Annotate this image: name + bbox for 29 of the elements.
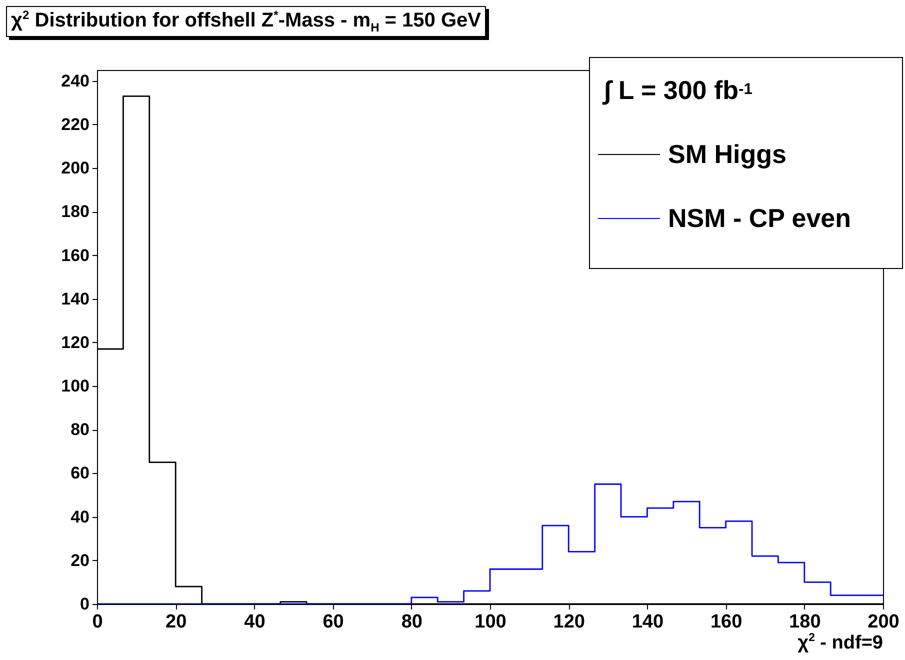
y-tick-label: 100 — [61, 376, 90, 396]
y-tick-label: 140 — [61, 289, 90, 308]
x-axis-title: χ$^{2}$ - ndf=9 — [798, 632, 883, 654]
x-tick-label: 100 — [474, 612, 506, 632]
y-tick-label: 80 — [70, 420, 90, 440]
y-tick-label: 160 — [61, 246, 90, 265]
y-tick-label: 180 — [61, 202, 90, 222]
x-tick-label: 140 — [632, 612, 664, 632]
x-tick-label: 80 — [401, 612, 422, 632]
x-tick-label: 180 — [789, 612, 821, 632]
legend-label: NSM - CP even — [667, 202, 852, 234]
chart-title: χ$^{2}$ Distribution for offshell Z$^{*}$-Mass - m$_{H}$ = 150 GeV — [6, 6, 486, 37]
x-tick-label: 0 — [92, 612, 103, 632]
y-tick-label: 0 — [80, 594, 90, 614]
y-tick-label: 60 — [70, 464, 90, 483]
x-tick-label: 120 — [553, 612, 585, 632]
legend-title: ∫ L = 300 fb$^{-1}$ — [601, 74, 754, 107]
x-tick-label: 20 — [166, 612, 187, 632]
legend-label: SM Higgs — [667, 138, 788, 170]
y-tick-label: 40 — [70, 507, 90, 526]
x-tick-label: 60 — [322, 612, 344, 632]
y-tick-label: 220 — [61, 114, 90, 134]
y-tick-label: 240 — [61, 71, 90, 90]
y-tick-label: 200 — [61, 158, 90, 178]
x-tick-label: 40 — [244, 612, 266, 632]
x-tick-label: 200 — [868, 612, 900, 632]
x-tick-label: 160 — [710, 612, 742, 632]
y-tick-label: 120 — [61, 332, 90, 352]
y-tick-label: 20 — [70, 550, 90, 570]
